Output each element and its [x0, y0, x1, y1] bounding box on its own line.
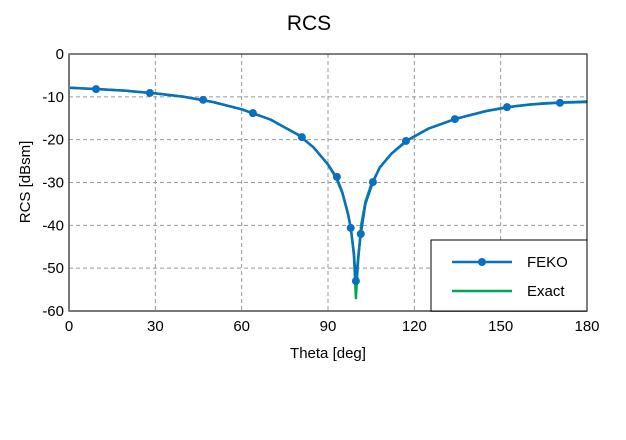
- feko-data-point: [356, 229, 365, 238]
- grid: [69, 54, 587, 311]
- legend-exact-label: Exact: [527, 283, 565, 300]
- feko-data-point: [248, 109, 257, 118]
- feko-data-point: [297, 133, 306, 142]
- feko-data-point: [450, 115, 459, 124]
- y-tick-label: -20: [42, 132, 64, 149]
- y-tick-label: -50: [42, 260, 64, 277]
- x-tick-label: 0: [65, 318, 73, 335]
- feko-data-point: [351, 277, 360, 286]
- y-tick-label: -30: [42, 175, 64, 192]
- legend-box: [430, 239, 588, 312]
- y-tick-label: -40: [42, 217, 64, 234]
- y-axis-label: RCS [dBsm]: [17, 141, 34, 224]
- legend-feko-marker: [478, 258, 486, 266]
- x-tick-label: 150: [488, 318, 513, 335]
- x-tick-label: 90: [320, 318, 337, 335]
- feko-data-point: [555, 98, 564, 107]
- x-tick-label: 30: [147, 318, 164, 335]
- feko-data-point: [502, 103, 511, 112]
- x-tick-label: 180: [574, 318, 599, 335]
- feko-data-point: [346, 223, 355, 232]
- feko-data-point: [199, 95, 208, 104]
- legend: FEKO Exact: [430, 239, 588, 312]
- chart-title: RCS: [287, 12, 331, 35]
- feko-data-point: [145, 88, 154, 97]
- y-tick-label: -60: [42, 303, 64, 320]
- feko-data-point: [401, 136, 410, 145]
- feko-data-point: [92, 85, 101, 94]
- x-axis-label: Theta [deg]: [290, 345, 366, 362]
- legend-feko-label: FEKO: [527, 254, 568, 271]
- feko-data-point: [368, 178, 377, 187]
- series-markers: [92, 85, 564, 286]
- x-tick-label: 120: [402, 318, 427, 335]
- tick-labels: 0 30 60 90 120 150 180 0 -10 -20 -30 -40 -50 -60: [42, 46, 599, 335]
- x-tick-label: 60: [233, 318, 250, 335]
- y-tick-label: -10: [42, 89, 64, 106]
- y-tick-label: 0: [56, 46, 64, 63]
- feko-data-point: [332, 172, 341, 181]
